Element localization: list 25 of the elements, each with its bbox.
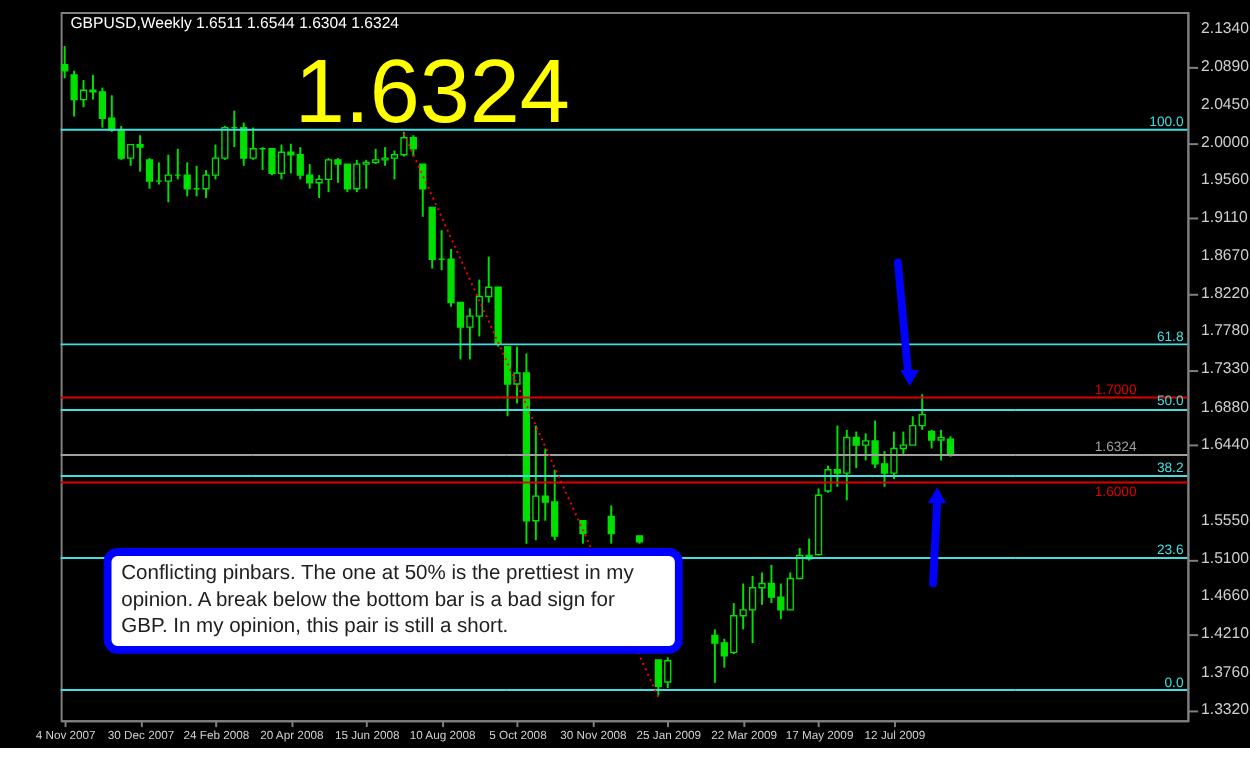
candlestick bbox=[61, 45, 69, 80]
chart-title: GBPUSD,Weekly 1.6511 1.6544 1.6304 1.6324 bbox=[70, 13, 401, 32]
y-tick-label: 1.9560 bbox=[1201, 170, 1250, 189]
y-tick-label: 1.5100 bbox=[1201, 548, 1250, 567]
candlestick bbox=[419, 163, 427, 218]
y-tick-label: 1.8670 bbox=[1201, 245, 1250, 264]
annotation: 1.6324 bbox=[294, 39, 570, 142]
candlestick bbox=[607, 504, 615, 545]
y-tick-label: 1.8220 bbox=[1201, 283, 1250, 302]
y-tick-label: 2.0450 bbox=[1201, 94, 1250, 113]
y-tick-label: 1.6880 bbox=[1201, 397, 1250, 416]
y-tick-label: 2.0890 bbox=[1201, 57, 1250, 76]
y-tick-label: 1.6440 bbox=[1201, 435, 1250, 454]
y-tick-label: 1.5550 bbox=[1201, 510, 1250, 529]
y-tick-label: 1.3320 bbox=[1201, 699, 1250, 718]
y-tick-label: 1.9110 bbox=[1201, 208, 1250, 227]
y-tick-label: 1.7330 bbox=[1201, 359, 1250, 378]
y-tick-label: 1.4210 bbox=[1201, 624, 1250, 643]
candlestick bbox=[145, 157, 154, 190]
y-tick-label: 1.7780 bbox=[1201, 321, 1250, 340]
annotation: Conflicting pinbars. The one at 50% is the prettiest in my opinion. A break below the bottom bar is a bad sign for GBP. In my opinion, this pair is still a short. bbox=[121, 563, 636, 639]
y-tick-label: 1.3760 bbox=[1201, 662, 1250, 681]
y-tick-label: 2.0000 bbox=[1201, 132, 1250, 151]
y-tick-label: 2.1340 bbox=[1201, 19, 1250, 37]
y-tick-label: 1.4660 bbox=[1201, 586, 1250, 605]
